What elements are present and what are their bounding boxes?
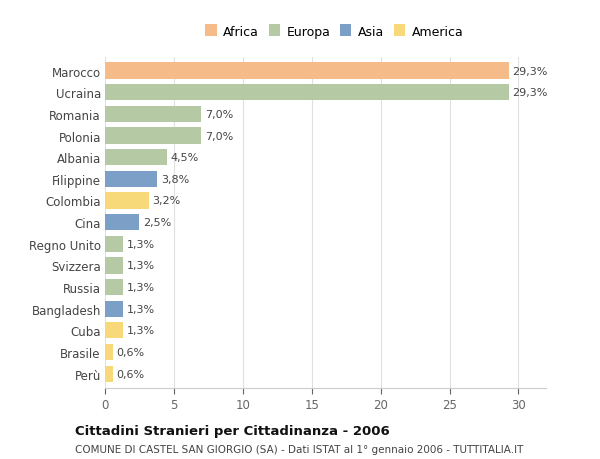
Text: 0,6%: 0,6%	[117, 347, 145, 357]
Bar	[105, 106, 202, 123]
Text: 3,2%: 3,2%	[152, 196, 181, 206]
Bar	[105, 280, 123, 296]
Text: 1,3%: 1,3%	[127, 239, 154, 249]
Bar	[105, 301, 123, 317]
Text: 29,3%: 29,3%	[512, 88, 548, 98]
Text: 1,3%: 1,3%	[127, 261, 154, 271]
Bar	[105, 63, 509, 79]
Text: 2,5%: 2,5%	[143, 218, 171, 228]
Text: 7,0%: 7,0%	[205, 131, 233, 141]
Text: 0,6%: 0,6%	[117, 369, 145, 379]
Legend: Africa, Europa, Asia, America: Africa, Europa, Asia, America	[200, 21, 468, 44]
Bar	[105, 193, 149, 209]
Text: 3,8%: 3,8%	[161, 174, 189, 185]
Bar	[105, 214, 139, 231]
Text: 1,3%: 1,3%	[127, 304, 154, 314]
Bar	[105, 150, 167, 166]
Bar	[105, 323, 123, 339]
Text: COMUNE DI CASTEL SAN GIORGIO (SA) - Dati ISTAT al 1° gennaio 2006 - TUTTITALIA.I: COMUNE DI CASTEL SAN GIORGIO (SA) - Dati…	[75, 444, 523, 454]
Bar	[105, 366, 113, 382]
Bar	[105, 257, 123, 274]
Text: Cittadini Stranieri per Cittadinanza - 2006: Cittadini Stranieri per Cittadinanza - 2…	[75, 424, 390, 437]
Bar	[105, 344, 113, 360]
Bar	[105, 128, 202, 144]
Text: 7,0%: 7,0%	[205, 110, 233, 120]
Bar	[105, 171, 157, 188]
Bar	[105, 85, 509, 101]
Bar	[105, 236, 123, 252]
Text: 1,3%: 1,3%	[127, 282, 154, 292]
Text: 1,3%: 1,3%	[127, 325, 154, 336]
Text: 4,5%: 4,5%	[170, 153, 199, 163]
Text: 29,3%: 29,3%	[512, 67, 548, 76]
